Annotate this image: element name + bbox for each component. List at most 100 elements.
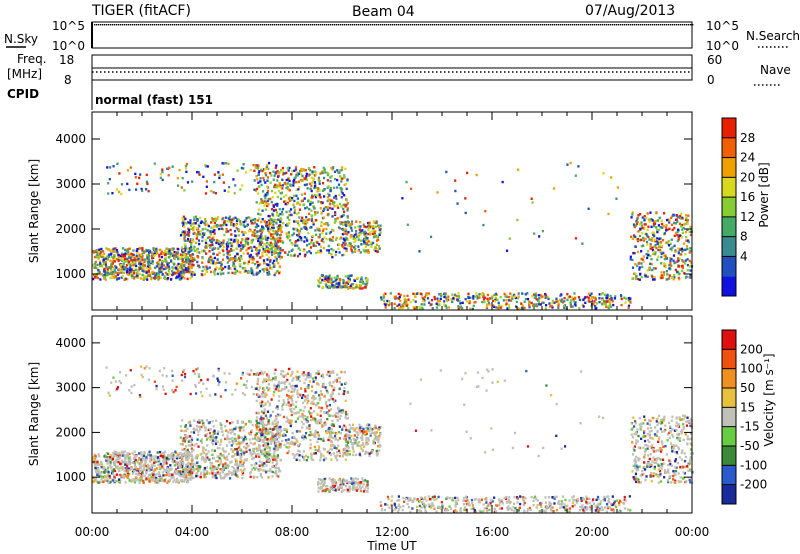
data-cell	[227, 162, 230, 166]
data-cell	[297, 220, 300, 223]
data-cell	[327, 199, 330, 202]
data-cell	[103, 252, 106, 256]
data-cell	[104, 261, 107, 264]
nsky-point	[544, 24, 546, 26]
data-cell	[450, 298, 453, 301]
data-cell	[314, 229, 317, 232]
data-cell	[212, 252, 215, 255]
data-cell	[115, 473, 119, 476]
nsky-point	[428, 24, 430, 26]
data-cell	[482, 293, 485, 296]
data-cell	[132, 276, 135, 279]
data-cell	[634, 245, 637, 248]
data-cell	[176, 184, 180, 187]
data-cell	[211, 475, 214, 479]
data-cell	[631, 237, 635, 240]
data-cell	[145, 464, 148, 468]
data-cell	[257, 469, 260, 472]
data-cell	[149, 457, 152, 460]
data-cell	[130, 255, 133, 259]
nsky-point	[636, 24, 638, 26]
data-cell	[658, 228, 661, 232]
data-cell	[132, 249, 135, 252]
data-cell	[138, 261, 141, 264]
data-cell	[371, 229, 374, 232]
data-cell	[332, 202, 335, 206]
data-cell	[305, 172, 308, 176]
data-cell	[220, 241, 223, 245]
data-cell	[132, 270, 135, 273]
data-cell	[227, 271, 230, 275]
nsky-point	[224, 24, 226, 26]
data-cell	[314, 186, 318, 190]
data-cell	[269, 266, 272, 270]
data-cell	[205, 252, 208, 255]
data-cell	[171, 456, 174, 460]
data-cell	[121, 450, 124, 454]
data-cell	[274, 466, 277, 470]
data-cell	[179, 479, 182, 482]
data-cell	[440, 294, 443, 298]
data-cell	[218, 227, 221, 231]
data-cell	[201, 456, 204, 459]
nsky-point	[134, 24, 136, 26]
data-cell	[364, 249, 368, 252]
data-cell	[204, 245, 208, 248]
data-cell	[349, 274, 352, 278]
data-cell	[345, 281, 348, 284]
data-cell	[605, 297, 609, 300]
nsky-point	[332, 24, 334, 26]
data-cell	[259, 472, 262, 476]
data-cell	[118, 268, 121, 271]
data-cell	[128, 247, 131, 250]
data-cell	[384, 306, 387, 309]
data-cell	[229, 471, 232, 474]
data-cell	[343, 194, 346, 197]
data-cell	[106, 461, 109, 465]
data-cell	[93, 255, 97, 259]
data-cell	[313, 186, 316, 190]
data-cell	[358, 228, 361, 231]
data-cell	[304, 177, 307, 180]
data-cell	[115, 188, 118, 191]
data-cell	[198, 467, 202, 471]
data-cell	[193, 245, 196, 249]
data-cell	[296, 197, 299, 200]
data-cell	[165, 473, 168, 477]
data-cell	[216, 272, 219, 276]
data-cell	[100, 273, 104, 276]
data-cell	[244, 240, 248, 244]
data-cell	[650, 258, 653, 261]
data-cell	[198, 427, 202, 430]
data-cell	[296, 221, 300, 225]
data-cell	[490, 296, 494, 300]
data-cell	[474, 295, 477, 298]
nsearch-tick-top: 10^5	[706, 19, 739, 33]
data-cell	[181, 250, 184, 253]
data-cell	[220, 264, 223, 268]
data-cell	[213, 173, 216, 176]
data-cell	[466, 171, 469, 175]
data-cell	[350, 283, 353, 286]
data-cell	[334, 194, 337, 198]
data-cell	[96, 253, 99, 256]
data-cell	[176, 252, 179, 256]
data-cell	[242, 465, 245, 468]
data-cell	[227, 217, 230, 220]
data-cell	[379, 296, 383, 299]
data-cell	[170, 248, 173, 251]
data-cell	[246, 223, 249, 226]
data-cell	[347, 230, 350, 234]
data-cell	[535, 298, 538, 301]
data-cell	[279, 168, 283, 172]
data-cell	[277, 440, 280, 444]
data-cell	[233, 259, 237, 263]
data-cell	[363, 250, 366, 253]
nsky-point	[586, 24, 588, 26]
data-cell	[177, 463, 181, 466]
data-cell	[289, 184, 292, 187]
data-cell	[276, 233, 279, 237]
data-cell	[299, 169, 302, 173]
data-cell	[678, 248, 682, 251]
data-cell	[274, 434, 277, 438]
